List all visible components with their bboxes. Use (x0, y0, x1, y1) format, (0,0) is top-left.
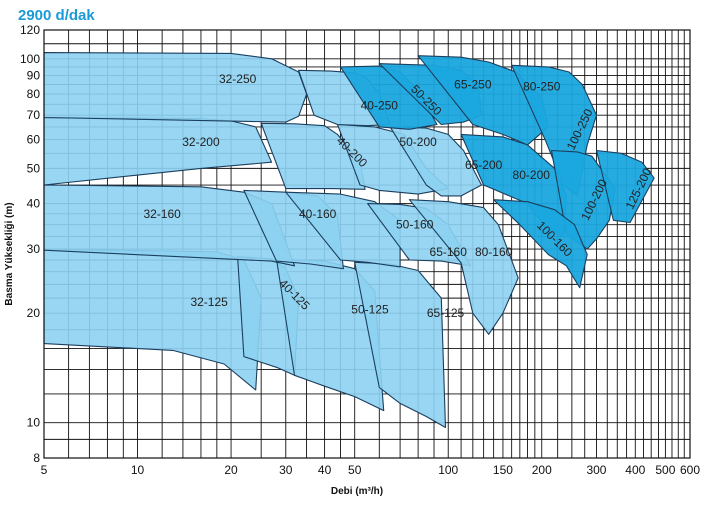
region-label-40-160: 40-160 (299, 207, 337, 221)
x-tick-label: 200 (532, 463, 552, 477)
region-32-125 (43, 248, 262, 391)
x-tick-label: 150 (493, 463, 513, 477)
y-tick-label: 70 (27, 108, 41, 122)
region-label-80-160: 80-160 (475, 245, 513, 259)
region-80-160 (408, 199, 519, 335)
y-tick-label: 8 (33, 451, 40, 465)
y-tick-label: 120 (20, 23, 40, 37)
region-125-200 (595, 149, 655, 224)
y-axis-label: Basma Yüksekliği (m) (4, 202, 15, 305)
region-label-50-200: 50-200 (399, 135, 437, 149)
region-label-65-160: 65-160 (430, 245, 468, 259)
y-tick-label: 90 (27, 68, 41, 82)
x-tick-label: 40 (318, 463, 332, 477)
y-tick-label: 50 (27, 161, 41, 175)
y-tick-label: 30 (27, 242, 41, 256)
region-32-200 (43, 116, 273, 186)
y-tick-label: 20 (27, 306, 41, 320)
region-32-250 (43, 52, 308, 123)
region-label-40-250: 40-250 (361, 98, 399, 112)
region-label-80-200: 80-200 (513, 168, 551, 182)
x-tick-label: 50 (348, 463, 362, 477)
axes: 5 10 20 30 40 50 100 150 200 300 400 500 600 8 10 20 30 4… (20, 23, 700, 477)
region-label-65-200: 65-200 (465, 158, 503, 172)
x-tick-label: 10 (131, 463, 145, 477)
region-65-200 (389, 126, 483, 197)
x-tick-label: 5 (41, 463, 48, 477)
x-tick-label: 300 (586, 463, 606, 477)
region-label-32-125: 32-125 (190, 295, 228, 309)
y-tick-label: 80 (27, 87, 41, 101)
region-label-32-200: 32-200 (182, 135, 220, 149)
pump-regions (43, 52, 655, 429)
region-label-50-160: 50-160 (396, 218, 434, 232)
region-label-50-125: 50-125 (351, 302, 389, 316)
region-label-65-125: 65-125 (427, 306, 465, 320)
plot-frame (43, 29, 691, 459)
x-tick-label: 20 (224, 463, 238, 477)
y-tick-label: 100 (20, 52, 40, 66)
x-tick-label: 500 (655, 463, 675, 477)
y-tick-label: 10 (27, 416, 41, 430)
y-tick-label: 40 (27, 197, 41, 211)
region-label-32-250: 32-250 (219, 72, 257, 86)
chart-title: 2900 d/dak (18, 7, 95, 24)
x-tick-label: 400 (625, 463, 645, 477)
region-label-65-250: 65-250 (454, 78, 492, 92)
region-100-160 (493, 199, 588, 289)
region-label-80-250: 80-250 (523, 79, 561, 93)
x-tick-label: 100 (438, 463, 458, 477)
x-tick-label: 600 (680, 463, 700, 477)
x-tick-label: 30 (279, 463, 293, 477)
region-label-32-160: 32-160 (143, 207, 181, 221)
y-tick-label: 60 (27, 133, 41, 147)
x-axis-label: Debi (m³/h) (331, 486, 383, 497)
